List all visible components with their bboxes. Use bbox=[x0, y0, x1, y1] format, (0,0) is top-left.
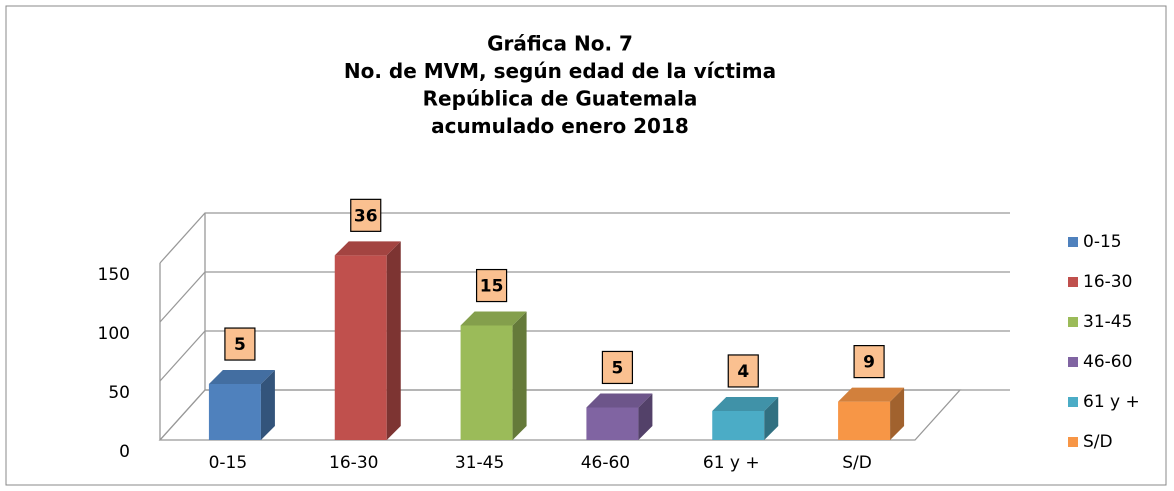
legend-label: 31-45 bbox=[1083, 312, 1132, 332]
data-label-box bbox=[475, 268, 508, 303]
bar bbox=[838, 401, 891, 440]
legend-swatch bbox=[1068, 357, 1078, 367]
bar-side bbox=[260, 370, 275, 440]
bar bbox=[586, 407, 639, 440]
legend-swatch bbox=[1068, 277, 1078, 287]
x-tick-label: 31-45 bbox=[455, 453, 504, 473]
legend-label: 61 y + bbox=[1083, 392, 1140, 412]
chart-title: acumulado enero 2018 bbox=[431, 114, 689, 138]
data-label: 5 bbox=[611, 358, 623, 378]
y-tick-label: 100 bbox=[98, 324, 130, 344]
legend-label: 0-15 bbox=[1083, 232, 1122, 252]
bar-top bbox=[208, 370, 275, 385]
chart-title: República de Guatemala bbox=[423, 87, 698, 111]
bar bbox=[208, 384, 261, 440]
chart-title: No. de MVM, según edad de la víctima bbox=[344, 59, 776, 83]
legend-swatch bbox=[1068, 317, 1078, 327]
data-label: 15 bbox=[480, 277, 504, 297]
bar-top bbox=[334, 241, 401, 256]
x-tick-label: 0-15 bbox=[209, 453, 248, 473]
bar-top bbox=[712, 396, 779, 411]
bar-side bbox=[890, 387, 905, 440]
data-label: 36 bbox=[354, 206, 378, 226]
bar-top bbox=[586, 393, 653, 408]
data-label-box bbox=[727, 354, 759, 388]
data-label-box bbox=[350, 198, 382, 232]
bar-top bbox=[838, 387, 905, 402]
x-tick-label: S/D bbox=[842, 453, 872, 473]
chart-border bbox=[5, 5, 1167, 486]
y-tick-label: 150 bbox=[98, 265, 130, 285]
y-tick-label: 0 bbox=[119, 442, 130, 462]
data-label: 9 bbox=[863, 353, 875, 373]
legend-swatch bbox=[1068, 237, 1078, 247]
bar-side bbox=[764, 396, 779, 440]
bar-side bbox=[386, 241, 401, 440]
x-tick-label: 46-60 bbox=[581, 453, 630, 473]
bar-side bbox=[512, 311, 527, 440]
legend-swatch bbox=[1068, 437, 1078, 447]
legend-label: 16-30 bbox=[1083, 272, 1132, 292]
bar-side bbox=[638, 393, 653, 440]
y-tick-label: 50 bbox=[108, 383, 130, 403]
data-label-box bbox=[224, 327, 256, 361]
bar bbox=[460, 325, 513, 440]
x-tick-label: 61 y + bbox=[703, 453, 760, 473]
chart-title: Gráfica No. 7 bbox=[487, 32, 633, 56]
bar-top bbox=[460, 311, 527, 326]
bar bbox=[334, 255, 387, 440]
data-label: 4 bbox=[737, 362, 749, 382]
bar bbox=[712, 410, 765, 440]
data-label: 5 bbox=[234, 335, 246, 355]
legend-label: S/D bbox=[1083, 432, 1113, 452]
data-label-box bbox=[601, 350, 634, 385]
data-label-box bbox=[853, 345, 885, 379]
x-tick-label: 16-30 bbox=[329, 453, 378, 473]
legend-label: 46-60 bbox=[1083, 352, 1132, 372]
legend-swatch bbox=[1068, 397, 1078, 407]
